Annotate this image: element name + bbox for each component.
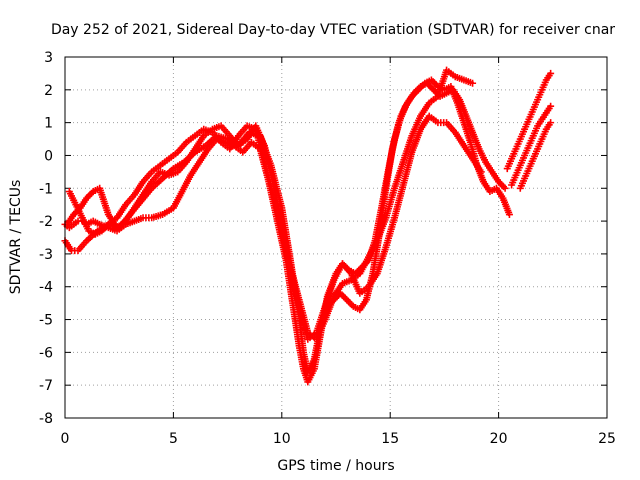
data-point-interp bbox=[341, 294, 349, 302]
chart-title: Day 252 of 2021, Sidereal Day-to-day VTE… bbox=[51, 22, 615, 38]
grid bbox=[65, 57, 607, 418]
data-point-interp bbox=[86, 191, 94, 199]
data-point bbox=[547, 102, 555, 110]
y-tick-label: 3 bbox=[44, 50, 53, 66]
y-tick-label: 2 bbox=[44, 83, 53, 99]
y-tick-label: -5 bbox=[39, 313, 53, 329]
y-axis-label: SDTVAR / TECUs bbox=[8, 180, 24, 295]
data-point-interp bbox=[346, 299, 354, 307]
data-point bbox=[343, 296, 351, 304]
data-point bbox=[469, 79, 477, 87]
data-points bbox=[61, 66, 555, 386]
series-track-d bbox=[63, 66, 477, 343]
series-track-e bbox=[503, 69, 555, 173]
data-point bbox=[547, 119, 555, 127]
x-tick-label: 25 bbox=[598, 431, 616, 447]
data-point bbox=[501, 184, 509, 192]
data-point bbox=[505, 211, 513, 219]
y-tick-label: -1 bbox=[39, 181, 53, 197]
x-tick-label: 15 bbox=[381, 431, 399, 447]
series-track-c bbox=[65, 112, 485, 343]
y-tick-label: -6 bbox=[39, 345, 53, 361]
y-tick-label: -3 bbox=[39, 247, 53, 263]
y-tick-label: 0 bbox=[44, 148, 53, 164]
x-axis-label: GPS time / hours bbox=[277, 458, 394, 474]
plot-frame bbox=[64, 56, 608, 419]
x-tick-label: 5 bbox=[169, 431, 178, 447]
series-track-b bbox=[61, 76, 513, 376]
series-track-g bbox=[516, 119, 555, 192]
data-point-interp bbox=[344, 297, 352, 305]
y-tick-label: -4 bbox=[39, 280, 53, 296]
data-point-interp bbox=[499, 183, 507, 191]
y-tick-label: -8 bbox=[39, 411, 53, 427]
series-track-f bbox=[508, 102, 555, 189]
x-tick-label: 0 bbox=[61, 431, 70, 447]
x-tick-label: 10 bbox=[273, 431, 291, 447]
y-tick-label: -7 bbox=[39, 378, 53, 394]
y-tick-label: -2 bbox=[39, 214, 53, 230]
data-point-interp bbox=[340, 293, 348, 301]
data-point-interp bbox=[498, 181, 506, 189]
data-point bbox=[547, 69, 555, 77]
axis-ticks: 0 5 10 15 20 25 -8 -7 -6 -5 -4 -3 -2 -1 0 1 2 3 bbox=[39, 50, 616, 447]
x-tick-label: 20 bbox=[490, 431, 508, 447]
data-point bbox=[477, 168, 485, 176]
y-tick-label: 1 bbox=[44, 116, 53, 132]
